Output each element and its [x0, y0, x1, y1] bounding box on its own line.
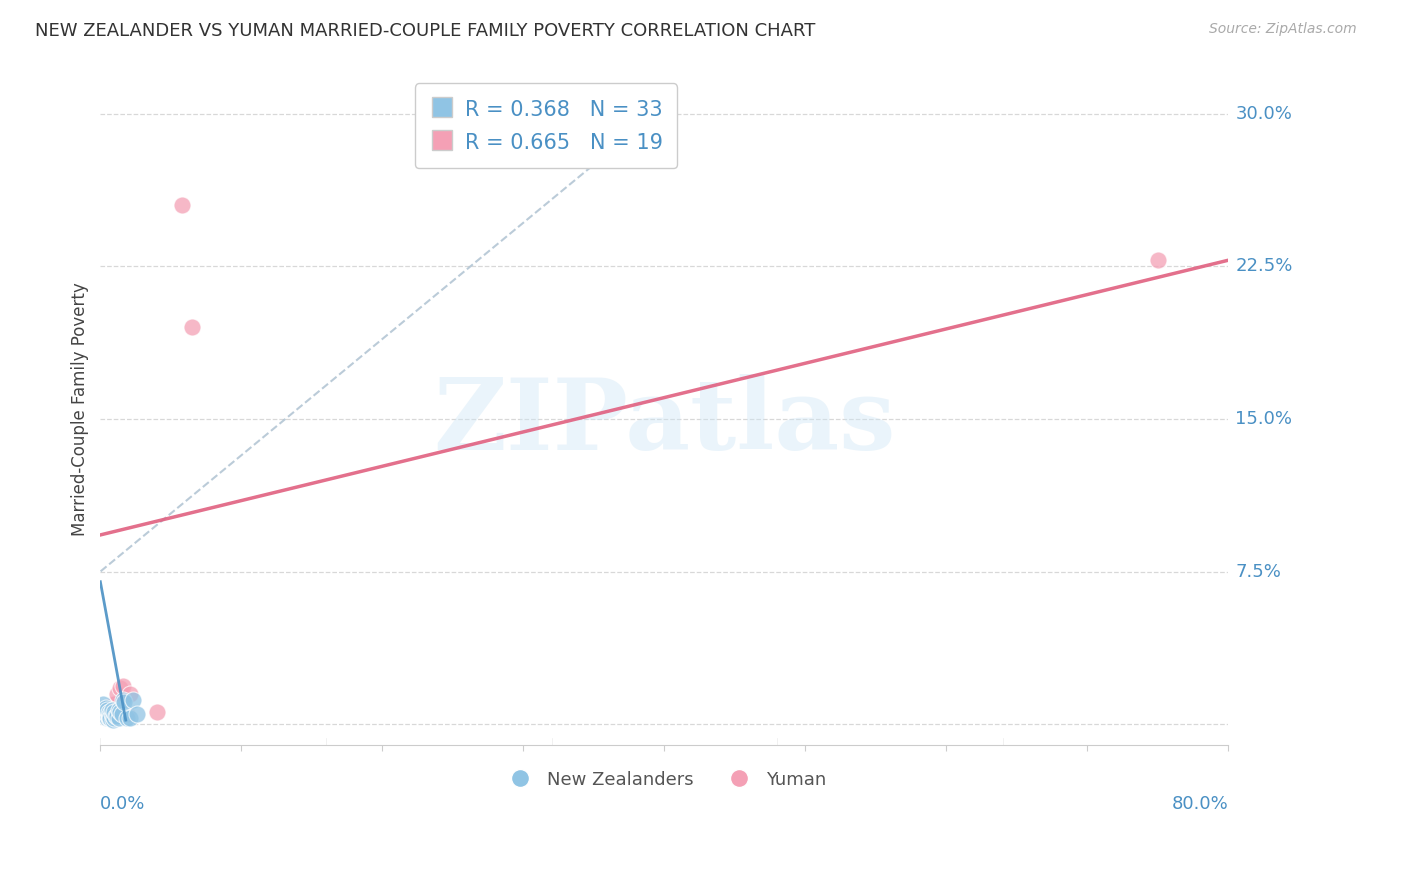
Point	[111, 679, 134, 693]
Point	[101, 713, 124, 727]
Point	[115, 711, 138, 725]
Point	[115, 706, 138, 721]
Text: ZIPatlas: ZIPatlas	[433, 374, 896, 471]
Text: 22.5%: 22.5%	[1236, 257, 1294, 276]
Point	[103, 705, 125, 719]
Text: 30.0%: 30.0%	[1236, 104, 1292, 123]
Point	[103, 697, 125, 711]
Text: Source: ZipAtlas.com: Source: ZipAtlas.com	[1209, 22, 1357, 37]
Point	[98, 711, 121, 725]
Point	[96, 706, 118, 721]
Point	[93, 701, 115, 715]
Point	[108, 681, 131, 695]
Text: 80.0%: 80.0%	[1171, 796, 1229, 814]
Point	[97, 706, 120, 721]
Point	[98, 703, 121, 717]
Point	[108, 705, 131, 719]
Point	[94, 706, 117, 721]
Y-axis label: Married-Couple Family Poverty: Married-Couple Family Poverty	[72, 282, 89, 535]
Point	[97, 701, 120, 715]
Point	[96, 711, 118, 725]
Point	[100, 701, 122, 715]
Point	[110, 706, 132, 721]
Point	[105, 709, 128, 723]
Legend: New Zealanders, Yuman: New Zealanders, Yuman	[495, 764, 834, 796]
Point	[1147, 253, 1170, 268]
Point	[98, 709, 121, 723]
Point	[118, 687, 141, 701]
Text: NEW ZEALANDER VS YUMAN MARRIED-COUPLE FAMILY POVERTY CORRELATION CHART: NEW ZEALANDER VS YUMAN MARRIED-COUPLE FA…	[35, 22, 815, 40]
Point	[100, 706, 122, 721]
Point	[101, 697, 124, 711]
Point	[105, 687, 128, 701]
Point	[111, 692, 134, 706]
Text: 15.0%: 15.0%	[1236, 410, 1292, 428]
Point	[96, 705, 118, 719]
Point	[98, 698, 121, 713]
Point	[97, 709, 120, 723]
Point	[107, 703, 129, 717]
Point	[100, 703, 122, 717]
Point	[93, 706, 115, 721]
Point	[94, 701, 117, 715]
Point	[172, 198, 194, 212]
Text: 7.5%: 7.5%	[1236, 563, 1281, 581]
Point	[98, 706, 121, 721]
Point	[103, 711, 125, 725]
Point	[107, 711, 129, 725]
Point	[98, 711, 121, 725]
Point	[125, 706, 148, 721]
Point	[118, 711, 141, 725]
Point	[101, 709, 124, 723]
Point	[96, 703, 118, 717]
Point	[91, 697, 114, 711]
Point	[145, 705, 167, 719]
Point	[104, 709, 127, 723]
Point	[121, 692, 143, 706]
Point	[94, 703, 117, 717]
Point	[97, 711, 120, 725]
Text: 0.0%: 0.0%	[100, 796, 146, 814]
Point	[97, 705, 120, 719]
Point	[97, 698, 120, 713]
Point	[181, 320, 204, 334]
Point	[112, 695, 135, 709]
